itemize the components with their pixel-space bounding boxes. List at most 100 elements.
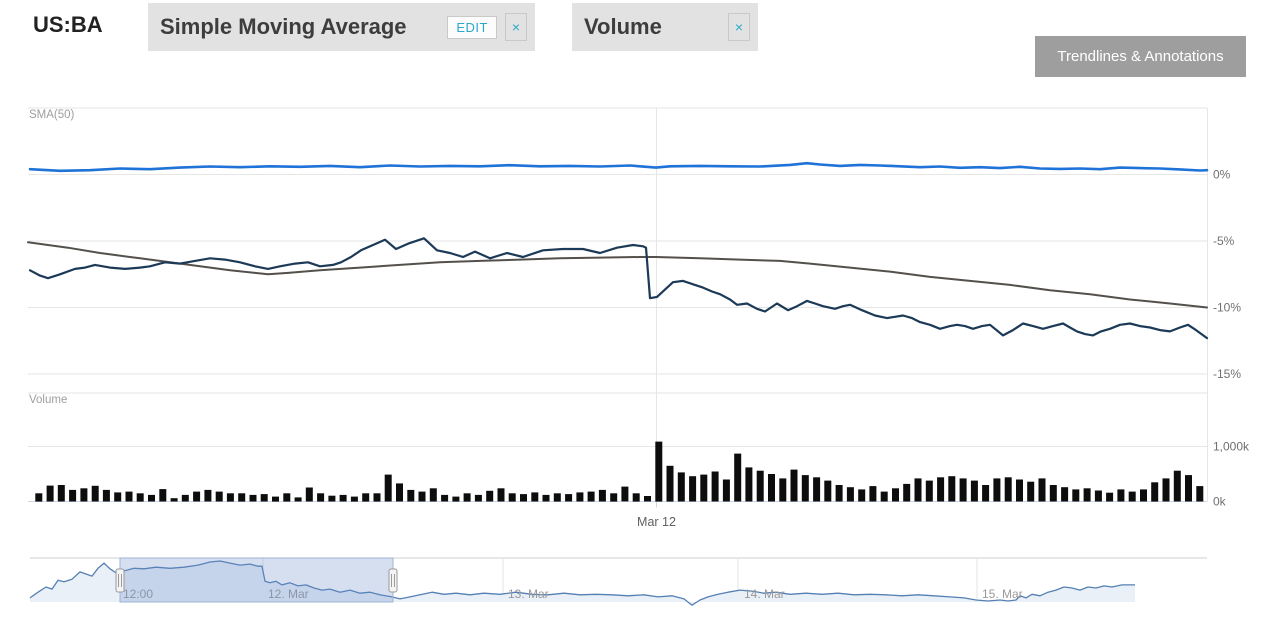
- volume-bar: [350, 496, 358, 502]
- volume-bar: [869, 486, 877, 502]
- navigator-selected-range[interactable]: [119, 557, 394, 603]
- volume-bar: [756, 470, 764, 502]
- volume-bar: [903, 483, 911, 502]
- volume-bar: [1117, 489, 1125, 502]
- volume-bar: [779, 478, 787, 502]
- price-panel-label: SMA(50): [29, 109, 75, 121]
- volume-bar: [1016, 479, 1023, 502]
- volume-bar: [463, 493, 471, 502]
- volume-bar: [790, 469, 798, 502]
- y-axis-label: 0%: [1213, 168, 1231, 182]
- volume-bar: [497, 488, 505, 502]
- volume-bar: [1049, 485, 1057, 502]
- toolbar: US:BA Simple Moving Average EDIT × Volum…: [0, 0, 1280, 90]
- volume-axis-label: 1,000k: [1213, 440, 1250, 454]
- navigator-handle-left[interactable]: [115, 568, 125, 593]
- volume-bar: [1106, 492, 1114, 502]
- volume-bar: [677, 472, 685, 502]
- volume-bar: [1140, 489, 1147, 502]
- edit-indicator-button[interactable]: EDIT: [447, 15, 497, 39]
- volume-bar: [238, 493, 246, 502]
- volume-bar: [734, 453, 742, 502]
- volume-bar: [294, 497, 302, 502]
- volume-bar: [644, 496, 651, 502]
- volume-bar: [610, 493, 618, 502]
- volume-bar: [429, 488, 437, 502]
- trendlines-annotations-button[interactable]: Trendlines & Annotations: [1035, 36, 1246, 77]
- volume-bar: [69, 489, 77, 502]
- volume-bar: [486, 490, 494, 502]
- volume-bar: [204, 489, 212, 502]
- volume-bar: [565, 494, 573, 502]
- price-line: [28, 237, 1209, 340]
- volume-bar: [711, 471, 719, 502]
- remove-volume-button[interactable]: ×: [728, 13, 750, 41]
- volume-bar: [937, 477, 945, 502]
- volume-bar: [384, 474, 392, 502]
- volume-axis-label: 0k: [1213, 495, 1227, 509]
- navigator-date-label: 14. Mar: [744, 587, 785, 601]
- volume-bar: [317, 493, 325, 502]
- y-axis-label: -10%: [1213, 301, 1241, 315]
- volume-bar: [452, 496, 460, 502]
- navigator-handle-right[interactable]: [388, 568, 398, 593]
- volume-bar: [1128, 491, 1136, 502]
- volume-bar: [598, 489, 606, 502]
- volume-bar: [531, 492, 539, 502]
- x-axis-label: Mar 12: [637, 515, 676, 529]
- volume-bar: [520, 494, 527, 502]
- volume-bar: [396, 483, 403, 502]
- volume-bar: [1151, 482, 1159, 502]
- y-axis-label: -15%: [1213, 367, 1241, 381]
- volume-bar: [576, 492, 584, 502]
- volume-bar: [508, 493, 516, 502]
- remove-sma-button[interactable]: ×: [505, 13, 527, 41]
- ticker-symbol: US:BA: [33, 12, 103, 37]
- volume-bar: [835, 485, 843, 502]
- volume-bar: [418, 491, 426, 502]
- volume-bar: [1185, 475, 1192, 502]
- volume-bar: [689, 476, 697, 502]
- volume-bar: [125, 491, 133, 502]
- volume-bar: [745, 467, 753, 502]
- volume-bar: [283, 493, 291, 502]
- volume-bar: [768, 474, 775, 502]
- volume-bar: [114, 492, 122, 502]
- volume-bar: [362, 493, 370, 502]
- volume-bar: [441, 494, 449, 502]
- volume-bar: [666, 465, 674, 502]
- volume-bar: [542, 494, 550, 502]
- volume-bar: [181, 494, 189, 502]
- volume-bar: [193, 491, 201, 502]
- volume-bar: [722, 479, 730, 502]
- volume-bar: [249, 494, 257, 502]
- volume-bar: [1004, 477, 1012, 502]
- volume-bar: [959, 478, 967, 502]
- indicator-chip-sma-label: Simple Moving Average: [160, 14, 407, 39]
- volume-bar: [632, 493, 640, 502]
- volume-bar: [925, 480, 933, 502]
- volume-bar: [35, 493, 43, 502]
- volume-bar: [587, 491, 595, 502]
- volume-bar: [305, 487, 313, 502]
- volume-bar: [339, 494, 347, 502]
- volume-bar: [813, 477, 821, 502]
- volume-bar: [328, 495, 336, 502]
- indicator-chip-volume-controls: ×: [728, 13, 750, 41]
- indicator-chip-volume: Volume ×: [572, 3, 758, 51]
- volume-bar: [136, 493, 144, 502]
- y-axis-label: -5%: [1213, 234, 1235, 248]
- volume-bar: [1094, 490, 1102, 502]
- navigator-date-label: 12:00: [123, 587, 153, 601]
- indicator-chip-sma: Simple Moving Average EDIT ×: [148, 3, 535, 51]
- volume-bar: [553, 493, 561, 502]
- volume-bar: [700, 474, 708, 502]
- volume-bar: [846, 487, 854, 502]
- volume-bar: [373, 493, 381, 502]
- volume-bar: [970, 480, 978, 502]
- volume-bar: [982, 485, 990, 502]
- volume-bar: [46, 485, 54, 502]
- navigator-date-label: 15. Mar: [982, 587, 1023, 601]
